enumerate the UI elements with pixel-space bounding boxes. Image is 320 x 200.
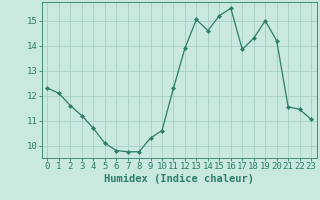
X-axis label: Humidex (Indice chaleur): Humidex (Indice chaleur) bbox=[104, 174, 254, 184]
